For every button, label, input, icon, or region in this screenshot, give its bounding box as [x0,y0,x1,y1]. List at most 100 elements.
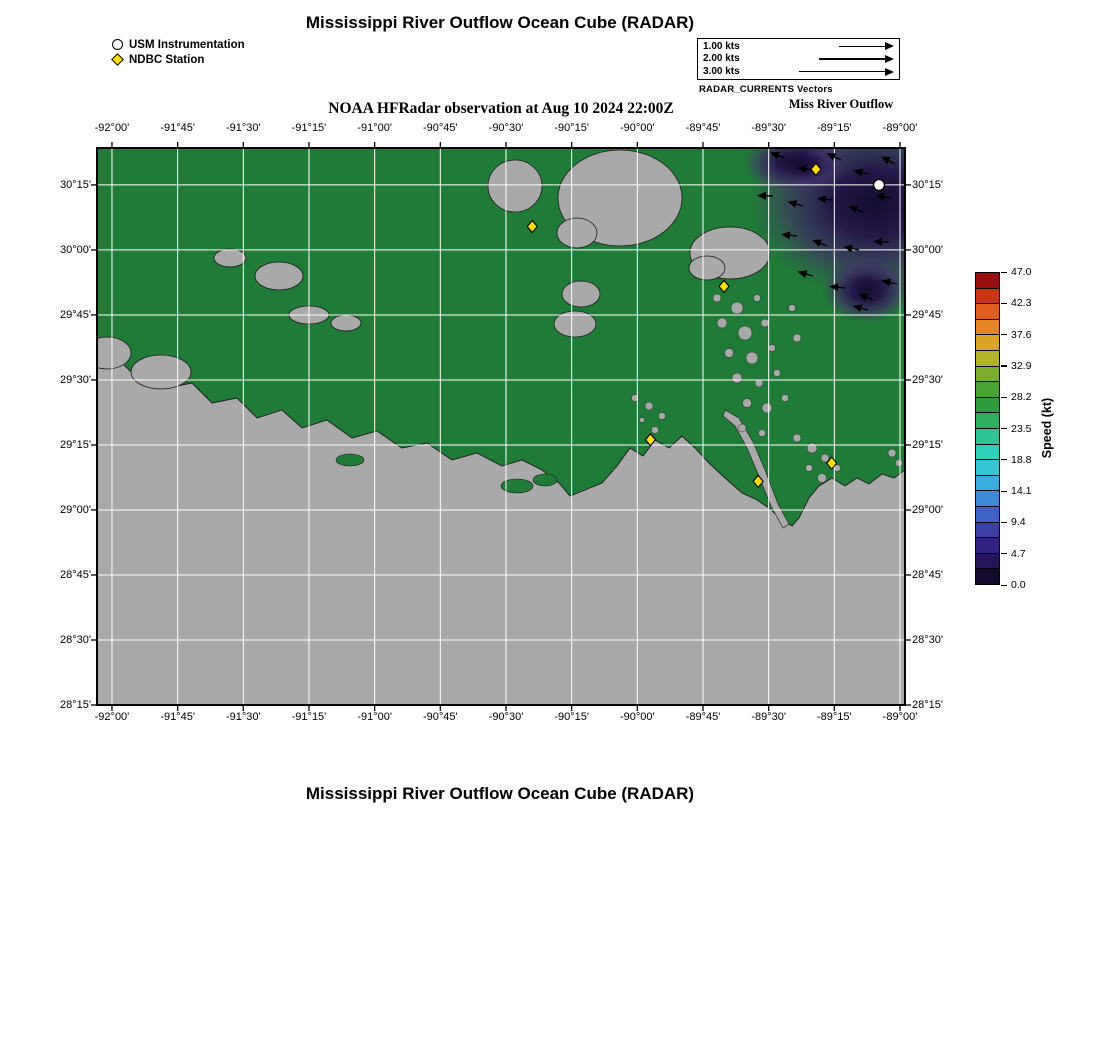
usm-station-icon [112,39,123,50]
lon-tick-label: -91°15' [291,122,327,134]
vector-scale-row: 3.00 kts [703,66,894,78]
colorbar-tick-label: 9.4 [1011,516,1026,529]
lon-tick-label: -91°45' [160,711,195,723]
lon-tick-label: -89°00' [882,711,918,723]
legend-row-usm: USM Instrumentation [112,37,245,52]
ndbc-station-marker [526,219,538,234]
current-vector-arrow [826,153,842,161]
graticule [97,148,905,705]
colorbar-segment [976,413,999,429]
low-speed-field [742,148,905,323]
colorbar-tick [1001,521,1007,524]
current-vector-arrow [817,195,834,204]
colorbar-tick [1001,334,1007,336]
ndbc-station-marker [718,279,730,294]
lon-tick-label: -89°45' [685,122,721,134]
colorbar-segment [976,444,999,461]
vector-scale-label: 2.00 kts [703,53,740,65]
lat-tick-label: 30°00' [60,243,91,256]
lat-tick-label: 29°15' [912,438,943,451]
lat-tick-label: 28°45' [912,568,943,581]
lat-tick-label: 28°30' [912,633,943,646]
vector-scale-row: 1.00 kts [703,40,894,52]
lon-tick-label: -89°30' [751,711,786,723]
current-vector-arrow [843,244,860,253]
colorbar-segment [976,428,999,445]
lon-tick-label: -90°00' [620,122,655,134]
vector-scale-subcaption: Miss River Outflow [788,97,894,111]
lat-tick-label: 29°00' [60,503,91,516]
colorbar-segment [976,273,999,289]
colorbar-segment [976,304,999,320]
colorbar-segment [976,319,999,336]
lon-tick-label: -89°45' [685,711,721,723]
colorbar-tick-label: 14.1 [1011,485,1032,498]
scale-arrow-head-icon [885,67,894,76]
colorbar-tick [1001,302,1007,304]
colorbar-tick-label: 47.0 [1011,266,1032,278]
current-vector-arrow [858,293,874,302]
lat-tick-label: 30°15' [912,178,943,191]
current-vector-arrow [875,192,892,201]
station-markers [526,162,886,489]
lon-tick-label: -90°00' [620,711,655,723]
lat-tick-label: 30°00' [912,243,943,256]
colorbar-tick-label: 23.5 [1011,422,1032,435]
colorbar-tick [1001,365,1007,367]
lon-tick-label: -92°00' [94,711,130,723]
colorbar-segment [976,382,999,398]
scale-arrow-head-icon [885,42,894,51]
lon-tick-label: -91°00' [357,711,392,723]
colorbar-tick-label: 0.0 [1011,579,1026,591]
colorbar-segment [976,350,999,367]
lon-tick-label: -89°00' [882,122,918,134]
vector-scale-label: 3.00 kts [703,66,740,78]
ndbc-station-marker [644,432,657,447]
lon-tick-label: -90°45' [422,122,458,134]
colorbar-tick [1001,459,1007,461]
current-vector-arrow [848,205,864,214]
ndbc-station-marker [825,456,838,471]
page-title: Mississippi River Outflow Ocean Cube (RA… [305,13,695,32]
lat-tick-label: 28°15' [60,699,91,711]
bottom-page-title: Mississippi River Outflow Ocean Cube (RA… [305,784,695,803]
current-vector-arrow [797,270,814,278]
current-vector-arrow [852,304,869,313]
lat-tick-label: 30°15' [60,178,91,191]
lon-tick-label: -89°15' [817,711,852,723]
colorbar-segment [976,335,999,351]
colorbar-tick-label: 32.9 [1011,359,1032,372]
lon-tick-label: -90°45' [422,711,458,723]
lon-tick-label: -90°30' [488,711,524,723]
map-subtitle: NOAA HFRadar observation at Aug 10 2024 … [328,100,674,117]
current-vector-arrow [880,156,896,165]
colorbar-tick [1001,396,1007,398]
lat-tick-label: 29°00' [912,503,943,516]
colorbar-segment [976,460,999,476]
current-vector-arrow [812,239,828,248]
lat-tick-label: 28°45' [60,568,91,581]
current-vector-arrow [769,151,786,160]
lon-tick-label: -90°15' [554,711,589,723]
vector-scale-box: 1.00 kts 2.00 kts 3.00 kts [697,38,900,80]
colorbar-segment [976,522,999,539]
lon-tick-label: -91°45' [160,122,195,134]
colorbar-tick [1001,490,1007,492]
colorbar-tick [1001,271,1007,273]
colorbar-segment [976,366,999,383]
current-vector-arrow [787,200,804,208]
colorbar-tick [1001,553,1007,555]
colorbar-segment [976,491,999,507]
lat-tick-label: 29°30' [60,373,91,386]
lon-tick-label: -91°30' [225,711,261,723]
ndbc-legend-label: NDBC Station [129,53,205,66]
vector-scale-label: 1.00 kts [703,40,740,52]
lon-tick-label: -91°00' [357,122,392,134]
usm-legend-label: USM Instrumentation [129,38,245,51]
map-frame [91,142,911,711]
current-vector-arrow [873,237,890,246]
colorbar-segment [976,506,999,523]
current-vector-arrow [853,168,870,177]
colorbar-tick-label: 18.8 [1011,453,1032,466]
